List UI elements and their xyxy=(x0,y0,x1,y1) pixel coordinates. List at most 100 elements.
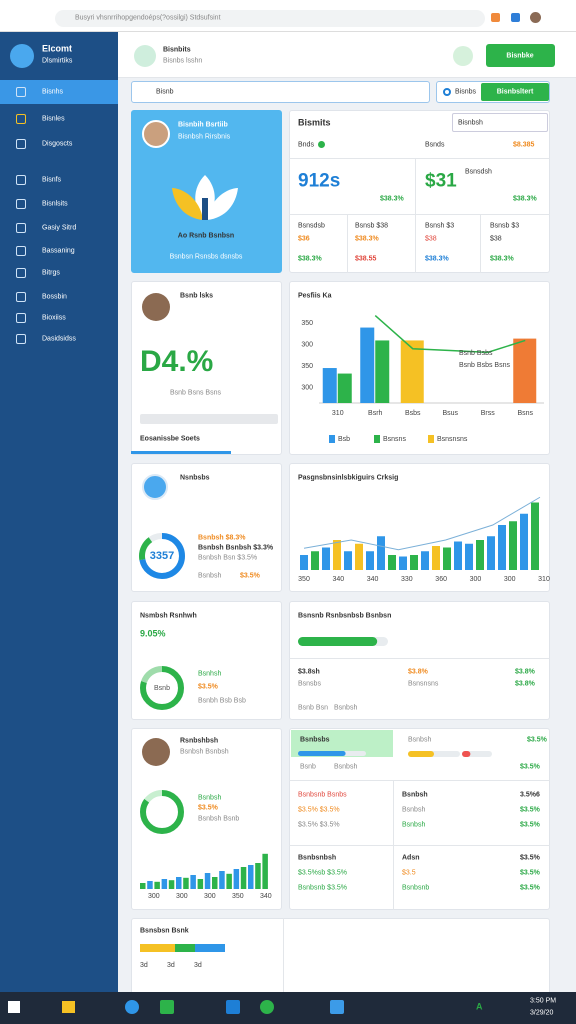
cell-value: $3.5% xyxy=(520,869,540,877)
donut-detail: Bsnhsh xyxy=(198,670,222,678)
header-subtitle: Bisnbs lsshn xyxy=(163,57,203,65)
x-tick-label: 300 xyxy=(176,893,188,900)
metric-change: $38.3% xyxy=(380,195,404,203)
cell-text: $38.3% xyxy=(490,255,514,263)
bar xyxy=(226,873,232,889)
avatar xyxy=(142,474,168,500)
search-input[interactable] xyxy=(131,81,430,103)
legend-label: Bsnsns xyxy=(383,436,406,443)
donut-segment xyxy=(139,533,185,579)
metric-value: $3.8% xyxy=(515,680,535,688)
cell-text: $3.5% $3.5% xyxy=(298,821,340,829)
bar xyxy=(204,873,211,889)
progress xyxy=(298,637,388,646)
profile-icon[interactable] xyxy=(530,12,541,23)
nav-item: Bioxiiss xyxy=(42,314,66,322)
action-label: Bisnbsltert xyxy=(496,88,534,96)
cell-text: $36 xyxy=(298,235,310,243)
dropdown[interactable] xyxy=(452,113,548,132)
logo-stem xyxy=(202,198,208,220)
brand-subtitle: Dlsmirtiks xyxy=(42,57,73,65)
avatar xyxy=(142,293,170,321)
logo-leaf xyxy=(195,175,215,220)
trend-line xyxy=(374,315,526,354)
metric-label: Bsnsbs xyxy=(298,680,321,688)
metric-value: $3.8% xyxy=(515,668,535,676)
donut-detail: Bsnbsh Bsnbsh $3.3% xyxy=(198,544,274,552)
bar-chart: 350 340 340 330 360 300 300 310 xyxy=(298,496,550,583)
active-item[interactable] xyxy=(0,80,118,104)
nav-item: Bassaning xyxy=(42,247,75,255)
cell-text: $3.5 xyxy=(402,869,416,877)
x-tick-label: 350 xyxy=(298,576,310,583)
progress-bar xyxy=(298,751,346,756)
address-bar[interactable] xyxy=(55,10,485,27)
taskbar-icon[interactable] xyxy=(125,1000,139,1014)
extension-icon[interactable] xyxy=(511,13,520,22)
metrics-card xyxy=(289,110,550,273)
cell-value: $3.5% xyxy=(520,854,540,862)
cell-text: $3.5% $3.5% xyxy=(298,806,340,814)
taskbar-icon[interactable] xyxy=(260,1000,274,1014)
nav-item: Bisnlsits xyxy=(42,200,68,208)
bar xyxy=(219,871,225,889)
primary-button[interactable] xyxy=(486,44,555,67)
nav-icon xyxy=(16,292,26,302)
bar xyxy=(366,551,374,570)
nav-item: Bisnles xyxy=(42,115,65,123)
x-tick-label: 300 xyxy=(470,576,482,583)
cell-text: Bsnbsnb xyxy=(402,884,430,892)
sidebar xyxy=(0,32,118,992)
x-tick-label: 340 xyxy=(332,576,344,583)
bar xyxy=(337,373,352,403)
divider xyxy=(283,918,284,992)
nav-item: Bossbin xyxy=(42,293,67,301)
donut: 3357 xyxy=(139,533,185,579)
bar xyxy=(487,536,495,570)
cell-value: $3.5% xyxy=(520,806,540,814)
annotation: Bsnb Bsbs Bsns xyxy=(459,362,510,369)
taskbar xyxy=(0,992,576,1024)
cell-text: $38.55 xyxy=(355,255,377,263)
donut-footer-value: $3.5% xyxy=(240,572,260,580)
segment-label: 3d xyxy=(167,962,175,969)
taskbar-icon[interactable] xyxy=(330,1000,344,1014)
icon-button[interactable] xyxy=(453,46,473,66)
card-title: Bismits xyxy=(298,117,331,128)
metric-label: Bsnsdsh xyxy=(465,168,492,176)
metric-value: $3.8% xyxy=(408,668,428,676)
action-button[interactable] xyxy=(481,83,549,101)
x-tick-label: 340 xyxy=(367,576,379,583)
taskbar-icon[interactable] xyxy=(226,1000,240,1014)
cell-text: Bsnsb $38 xyxy=(355,222,389,230)
donut-footer: Bsnbsh xyxy=(198,572,222,580)
bar xyxy=(531,502,539,570)
bar xyxy=(240,867,247,889)
bar xyxy=(161,879,168,889)
extension-icon[interactable] xyxy=(491,13,500,22)
taskbar-icon[interactable] xyxy=(62,1001,75,1013)
search-text: Bisnb xyxy=(156,88,174,96)
start-button[interactable] xyxy=(8,1001,20,1013)
profile-caption: Ao Rsnb Bsnbsn xyxy=(177,232,235,240)
bar xyxy=(410,555,418,570)
donut-segment xyxy=(140,790,184,834)
clock-date: 3/29/20 xyxy=(530,1009,554,1017)
profile-role: Bisnbsh Rirsbnis xyxy=(178,133,231,141)
x-tick-label: 300 xyxy=(504,576,516,583)
taskbar-icon[interactable] xyxy=(160,1000,174,1014)
bar xyxy=(248,865,254,889)
bar xyxy=(311,551,319,570)
bar-chart: 350 300 350 300 310 Bsrh Bsbs Bsus Brss Bsns Bsnb … xyxy=(301,315,544,443)
bar xyxy=(140,883,146,889)
card-title: Bsnsbsn Bsnk xyxy=(140,927,189,935)
card-footer: Eosanissbe Soets xyxy=(140,435,200,443)
card-title: Nsmbsh Rsnhwh xyxy=(140,612,197,620)
donut-detail: Bsnbh Bsb Bsb xyxy=(198,697,246,705)
metric-label: Bsnds xyxy=(425,141,445,149)
bar xyxy=(375,340,390,403)
cell-text: Bsnsh $3 xyxy=(425,222,455,230)
legend-swatch xyxy=(329,435,335,443)
x-tick-label: 300 xyxy=(204,893,216,900)
